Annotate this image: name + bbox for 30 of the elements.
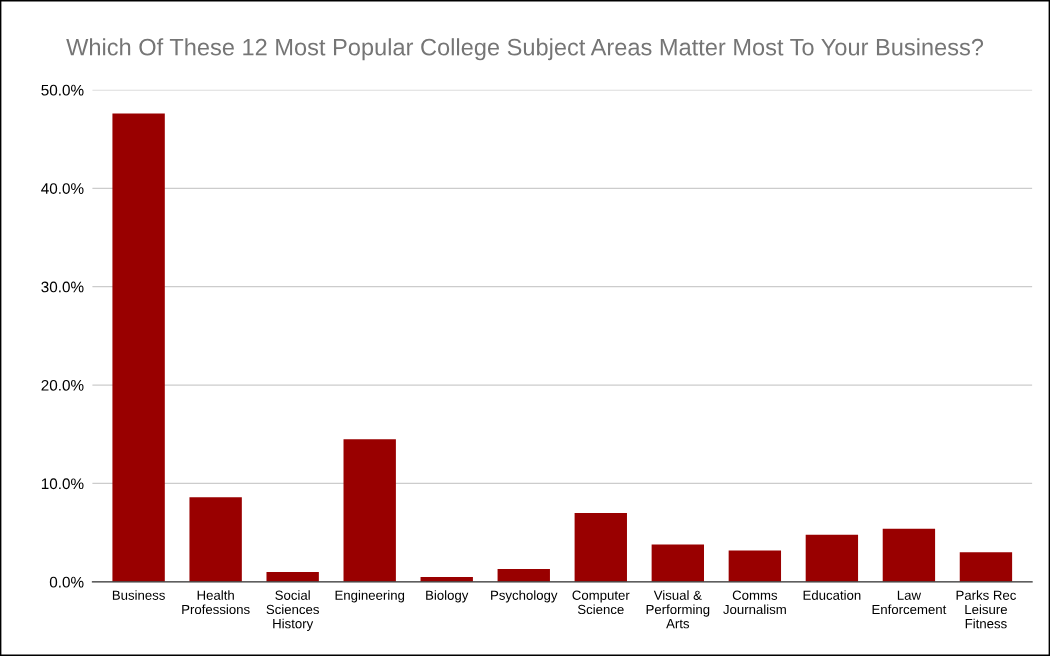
x-tick-label: Law Enforcement	[872, 590, 947, 615]
x-tick-label: Health Professions	[182, 590, 250, 615]
bar	[882, 528, 936, 582]
y-tick-label: 0.0%	[49, 576, 84, 588]
x-tick-label: Visual & Performing Arts	[646, 590, 710, 629]
y-tick-label: 30.0%	[41, 281, 84, 293]
bar	[728, 550, 782, 582]
x-tick-label: Biology	[426, 590, 469, 603]
bar	[805, 534, 859, 582]
x-tick-label: Business	[112, 590, 165, 600]
x-tick-label: Parks Rec Leisure Fitness	[956, 590, 1017, 629]
bar	[651, 544, 705, 582]
bar	[343, 439, 396, 582]
bar	[112, 113, 165, 582]
y-tick-label: 10.0%	[41, 478, 84, 490]
x-tick-label: Computer Science	[572, 590, 630, 615]
x-tick-label: Engineering	[335, 590, 405, 603]
bar	[266, 572, 319, 582]
x-tick-label: Education	[803, 590, 861, 600]
y-tick-label: 40.0%	[41, 183, 84, 194]
x-tick-label: Comms Journalism	[723, 590, 786, 615]
x-tick-label: Social Sciences History	[266, 590, 319, 631]
chart-title: Which Of These 12 Most Popular College Subject Areas Matter Most To Your Business?	[66, 38, 984, 61]
bar	[497, 569, 550, 582]
y-tick-label: 50.0%	[41, 84, 84, 96]
bar	[189, 497, 242, 582]
bar	[574, 512, 627, 582]
bar	[959, 552, 1013, 582]
x-tick-label: Psychology	[491, 590, 558, 603]
y-tick-label: 20.0%	[41, 379, 84, 391]
